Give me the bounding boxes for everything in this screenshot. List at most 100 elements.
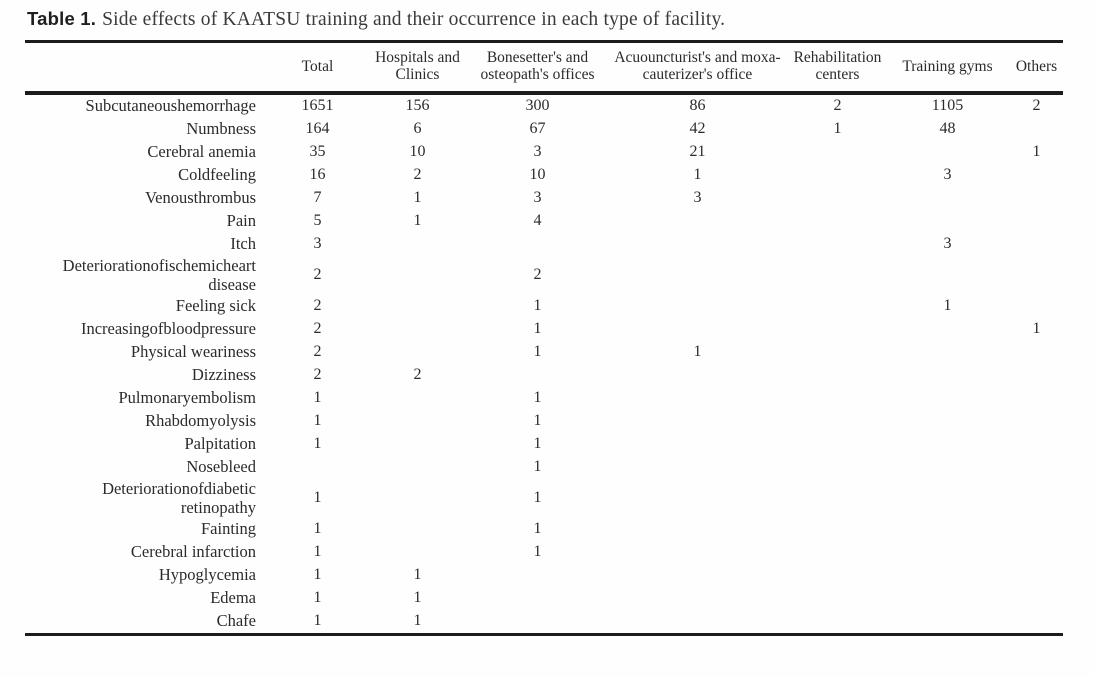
row-label: Hypoglycemia bbox=[158, 565, 256, 585]
cell-value bbox=[605, 387, 790, 410]
cell-value bbox=[365, 456, 470, 479]
cell-value: 2 bbox=[313, 265, 322, 283]
cell-value: 1 bbox=[413, 565, 422, 583]
table-row: Dizziness 2 2 bbox=[25, 364, 1063, 387]
cell-value: 1 bbox=[533, 434, 542, 452]
cell-value: 1 bbox=[533, 519, 542, 537]
row-label: Physical weariness bbox=[130, 342, 256, 362]
cell-value bbox=[1010, 564, 1063, 587]
cell-value bbox=[605, 210, 790, 233]
cell-value: 300 bbox=[525, 96, 550, 114]
cell-value: 86 bbox=[689, 96, 706, 114]
cell-value bbox=[365, 341, 470, 364]
cell-value bbox=[1010, 587, 1063, 610]
table-row: Deteriorationofischemicheart disease 2 2 bbox=[25, 256, 1063, 295]
cell-value bbox=[885, 541, 1010, 564]
cell-value bbox=[470, 564, 605, 587]
cell-value bbox=[1010, 479, 1063, 518]
side-effects-table: Total Hospitals and Clinics Bonesetter's a… bbox=[25, 40, 1063, 636]
table-row: Itch 3 3 bbox=[25, 233, 1063, 256]
cell-value bbox=[605, 518, 790, 541]
cell-value: 1 bbox=[313, 542, 322, 560]
cell-value: 1 bbox=[533, 296, 542, 314]
row-label: Deteriorationofischemicheart disease bbox=[62, 255, 256, 295]
cell-value: 5 bbox=[313, 211, 322, 229]
cell-value bbox=[885, 433, 1010, 456]
cell-value bbox=[790, 387, 885, 410]
cell-value bbox=[1010, 387, 1063, 410]
cell-value: 2 bbox=[413, 365, 422, 383]
cell-value bbox=[790, 295, 885, 318]
row-label: Edema bbox=[210, 588, 256, 608]
cell-value: 3 bbox=[313, 234, 322, 252]
cell-value bbox=[1010, 233, 1063, 256]
cell-value bbox=[885, 341, 1010, 364]
cell-value: 1 bbox=[533, 457, 542, 475]
table-row: Cerebral infarction 1 1 bbox=[25, 541, 1063, 564]
header-row: Total Hospitals and Clinics Bonesetter's a… bbox=[25, 42, 1063, 93]
cell-value bbox=[885, 318, 1010, 341]
cell-value bbox=[885, 456, 1010, 479]
cell-value: 1 bbox=[533, 388, 542, 406]
cell-value bbox=[605, 479, 790, 518]
cell-value bbox=[885, 518, 1010, 541]
cell-value bbox=[365, 295, 470, 318]
cell-value: 1 bbox=[533, 342, 542, 360]
row-label: Itch bbox=[230, 234, 256, 254]
cell-value bbox=[270, 456, 365, 479]
table-row: Nosebleed 1 bbox=[25, 456, 1063, 479]
cell-value bbox=[790, 233, 885, 256]
row-label: Nosebleed bbox=[186, 457, 256, 477]
cell-value: 1 bbox=[693, 165, 702, 183]
cell-value: 164 bbox=[305, 119, 330, 137]
cell-value bbox=[470, 233, 605, 256]
table-row: Increasingofbloodpressure 2 1 1 bbox=[25, 318, 1063, 341]
cell-value: 1105 bbox=[931, 96, 964, 114]
cell-value: 1 bbox=[533, 542, 542, 560]
row-label: Deteriorationofdiabetic retinopathy bbox=[102, 478, 256, 518]
cell-value bbox=[790, 164, 885, 187]
cell-value bbox=[885, 256, 1010, 295]
cell-value bbox=[885, 410, 1010, 433]
cell-value: 2 bbox=[313, 342, 322, 360]
cell-value: 1 bbox=[313, 519, 322, 537]
cell-value: 1 bbox=[533, 411, 542, 429]
cell-value bbox=[605, 364, 790, 387]
cell-value: 16 bbox=[309, 165, 326, 183]
cell-value bbox=[365, 256, 470, 295]
row-label: Increasingofbloodpressure bbox=[80, 319, 256, 339]
table-row: Fainting 1 1 bbox=[25, 518, 1063, 541]
row-label: Dizziness bbox=[191, 365, 256, 385]
cell-value bbox=[365, 541, 470, 564]
cell-value: 1 bbox=[313, 488, 322, 506]
cell-value: 10 bbox=[529, 165, 546, 183]
row-label-column-header bbox=[25, 42, 270, 93]
cell-value: 3 bbox=[533, 142, 542, 160]
cell-value: 4 bbox=[533, 211, 542, 229]
cell-value: 1 bbox=[693, 342, 702, 360]
cell-value bbox=[365, 233, 470, 256]
cell-value bbox=[365, 518, 470, 541]
cell-value bbox=[885, 387, 1010, 410]
cell-value bbox=[1010, 210, 1063, 233]
cell-value bbox=[605, 256, 790, 295]
row-label: Pain bbox=[226, 211, 256, 231]
table-body: Subcutaneoushemorrhage 1651 156 300 86 2 1105 2… bbox=[25, 93, 1063, 634]
cell-value: 3 bbox=[943, 234, 952, 252]
cell-value: 21 bbox=[689, 142, 706, 160]
cell-value: 1 bbox=[413, 611, 422, 629]
row-label: Chafe bbox=[216, 611, 256, 631]
cell-value: 1 bbox=[413, 188, 422, 206]
cell-value: 1 bbox=[313, 434, 322, 452]
cell-value: 67 bbox=[529, 119, 546, 137]
cell-value: 1 bbox=[313, 565, 322, 583]
cell-value bbox=[605, 541, 790, 564]
row-label: Fainting bbox=[200, 519, 256, 539]
cell-value: 1 bbox=[533, 488, 542, 506]
cell-value: 42 bbox=[689, 119, 706, 137]
cell-value bbox=[1010, 118, 1063, 141]
cell-value bbox=[885, 564, 1010, 587]
cell-value bbox=[1010, 256, 1063, 295]
cell-value: 2 bbox=[533, 265, 542, 283]
cell-value bbox=[1010, 541, 1063, 564]
